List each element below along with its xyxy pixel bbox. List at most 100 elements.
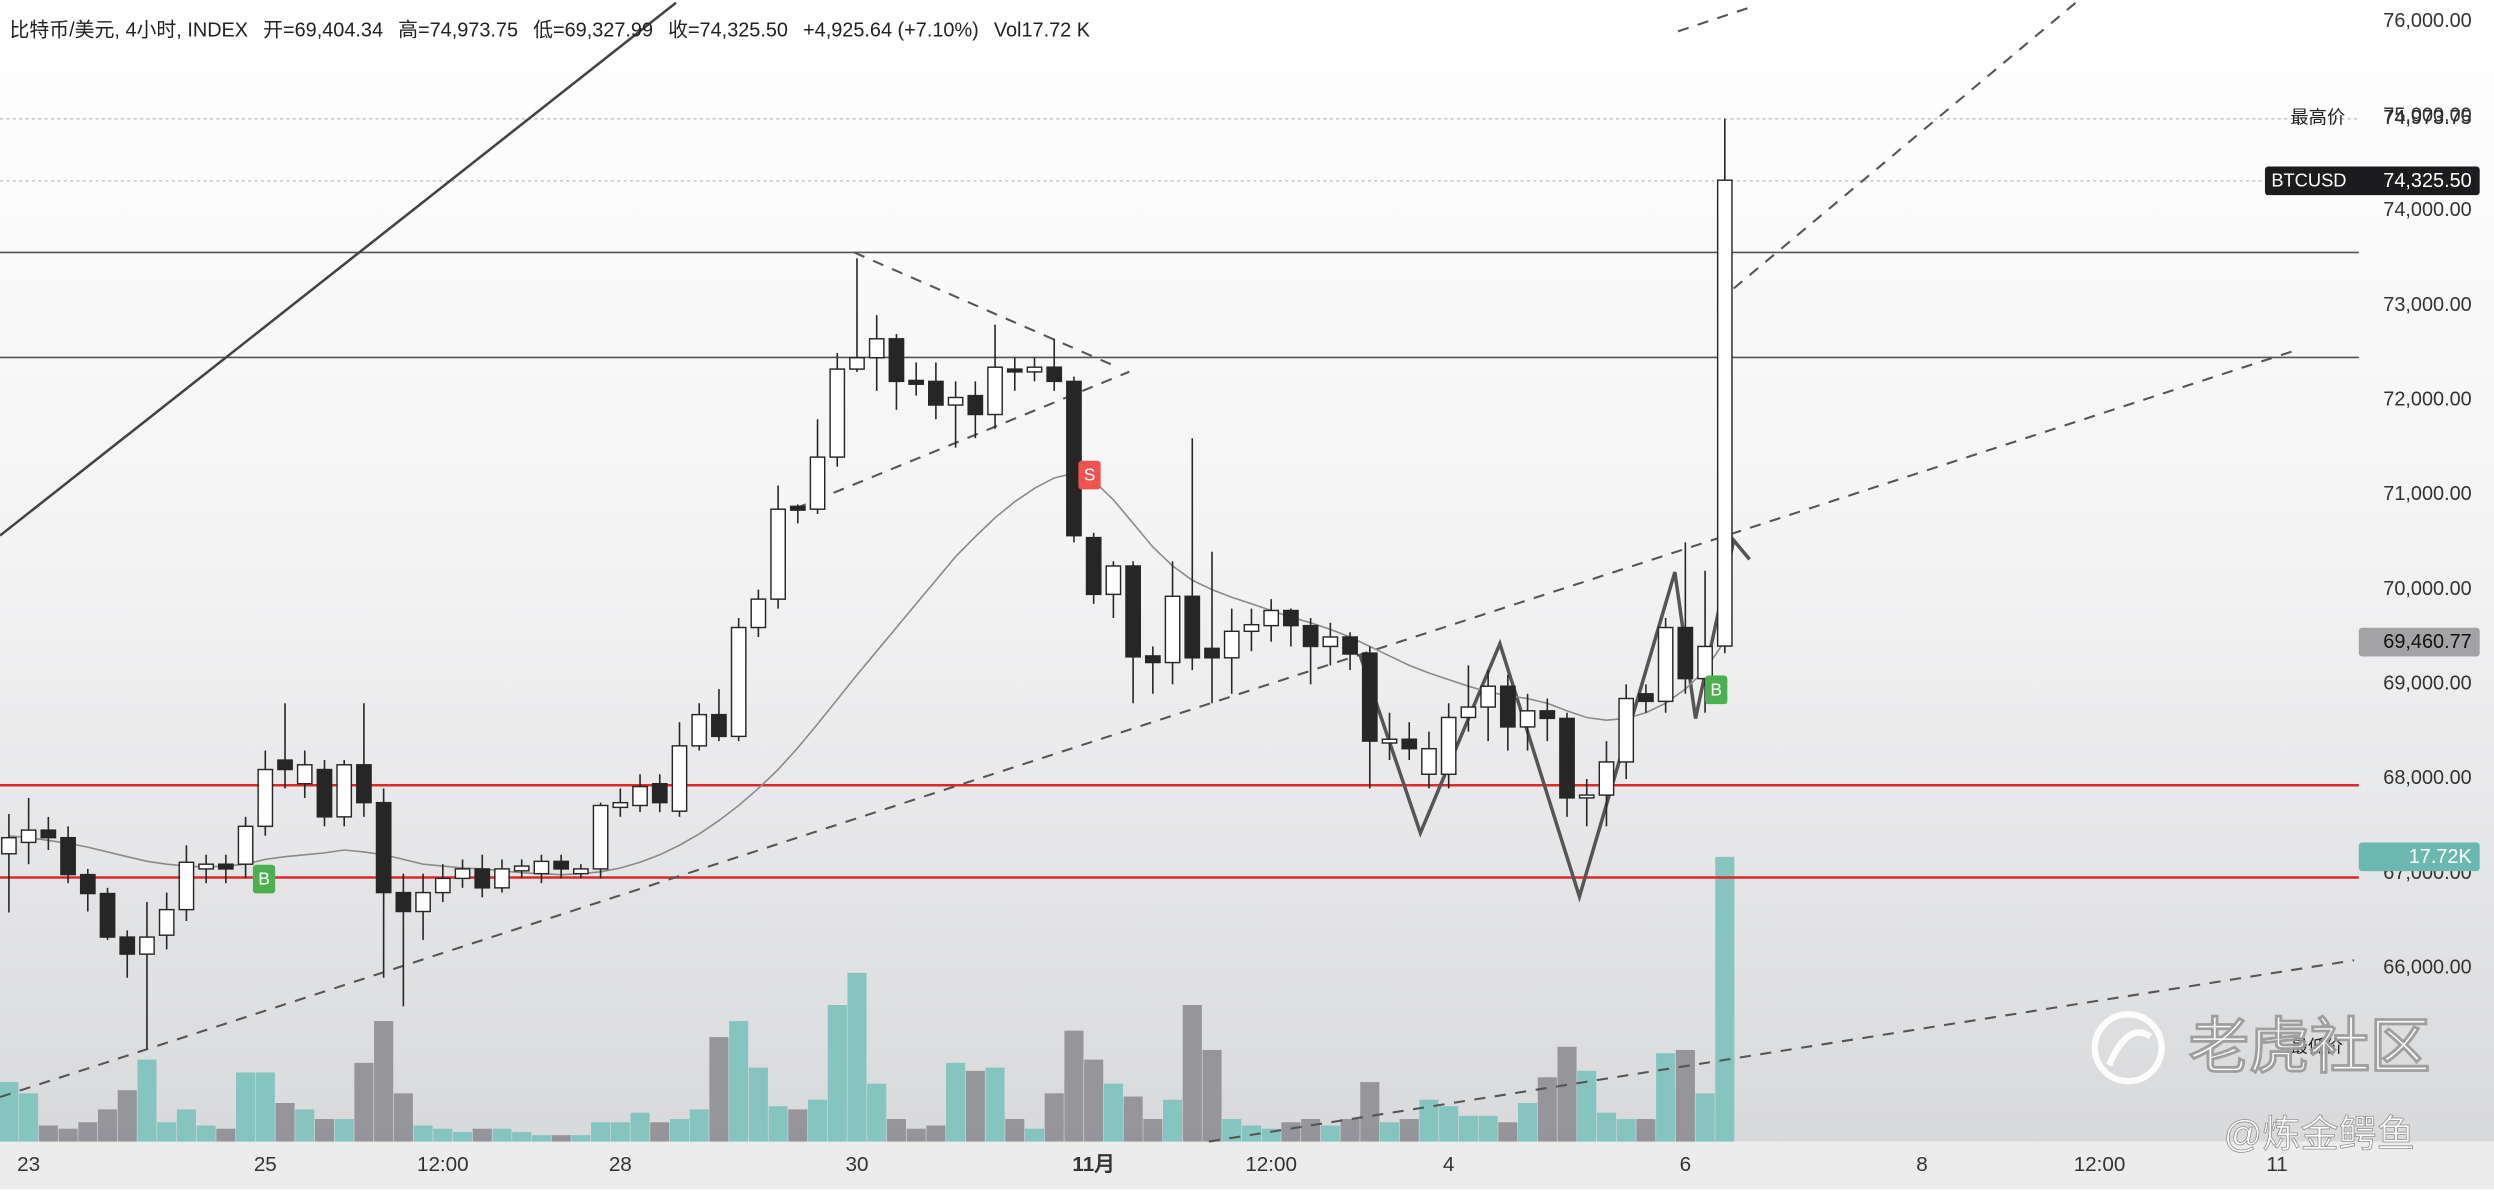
volume-bar <box>1103 1083 1123 1142</box>
volume-bar <box>669 1119 690 1142</box>
candle-body <box>1223 630 1240 659</box>
volume-bar <box>1340 1119 1360 1142</box>
candle-body <box>770 508 786 600</box>
candle-body <box>868 338 885 359</box>
volume-bar <box>985 1067 1005 1142</box>
candle-body <box>888 338 905 383</box>
candle-body <box>829 368 846 458</box>
y-tick-label: 73,000.00 <box>2383 294 2471 316</box>
candle-body <box>1559 717 1575 799</box>
candle-body <box>1026 366 1043 373</box>
volume-bar <box>275 1103 295 1142</box>
signal: B <box>252 864 276 894</box>
volume-bar <box>650 1122 670 1142</box>
volume-bar <box>788 1109 808 1142</box>
volume-label: 17.72K <box>2409 846 2473 868</box>
candle-body <box>1302 624 1319 648</box>
candle-body <box>1499 685 1516 728</box>
symbol-label: BTCUSD <box>2271 169 2346 190</box>
candle-body <box>139 936 155 955</box>
x-tick-label: 25 <box>254 1153 277 1176</box>
header: 比特币/美元, 4小时, INDEX 开=69,404.34 高=74,973.… <box>10 20 1091 42</box>
low-value: 低=69,327.99 <box>533 20 653 42</box>
y-tick-label: 71,000.00 <box>2383 483 2471 505</box>
volume-bar <box>965 1070 985 1142</box>
candle-body <box>20 829 37 844</box>
candle-body <box>849 357 865 370</box>
candle-body <box>119 936 136 955</box>
volume-bar <box>1064 1030 1084 1142</box>
volume-bar <box>808 1099 828 1142</box>
x-tick-label: 12:00 <box>1245 1153 1297 1176</box>
candle-body <box>967 394 984 416</box>
signal-label: B <box>1710 679 1722 699</box>
candle-body <box>1184 595 1201 659</box>
candle-body <box>612 801 629 809</box>
candle-body <box>651 783 668 804</box>
volume-bar <box>729 1021 749 1142</box>
ma-box <box>2358 627 2480 657</box>
volume-bar <box>610 1122 630 1142</box>
volume-bar <box>97 1109 118 1142</box>
volume-bar <box>1399 1119 1419 1142</box>
volume-value: Vol17.72 K <box>994 20 1091 42</box>
signal: B <box>1705 675 1728 705</box>
triangle-line <box>853 251 1114 367</box>
x-tick-label: 12:00 <box>417 1153 469 1176</box>
candle-body <box>1539 710 1556 720</box>
volume-bar <box>393 1093 413 1142</box>
candle-body <box>1598 761 1615 796</box>
candle-body <box>40 829 57 839</box>
close-value: 收=74,325.50 <box>668 20 788 42</box>
x-tick-label: 30 <box>846 1153 869 1176</box>
candle-body <box>1519 710 1536 728</box>
candle-body <box>1460 706 1477 719</box>
x-tick-label: 6 <box>1680 1153 1692 1176</box>
candle-body <box>730 626 747 738</box>
candle-body <box>1164 595 1181 664</box>
volume-bar <box>236 1072 256 1142</box>
candle-body <box>572 868 589 875</box>
candle-body <box>1716 179 1733 647</box>
x-tick-label: 12:00 <box>2074 1153 2126 1176</box>
volume-bar <box>1084 1059 1104 1142</box>
candle-body <box>1440 716 1457 775</box>
volume-bar <box>867 1083 887 1142</box>
time-axis-band <box>0 1141 2494 1190</box>
candle-body <box>947 396 964 406</box>
volume-bar <box>433 1128 453 1142</box>
candle-body <box>454 868 471 880</box>
x-tick-label: 11月 <box>1072 1153 1115 1176</box>
volume-bar <box>19 1093 39 1142</box>
candle-body <box>1243 623 1260 633</box>
low-label-title: 最低价 <box>2290 1036 2342 1056</box>
price-pane <box>1 118 1733 1049</box>
volume-bar <box>295 1109 315 1142</box>
volume-bar <box>374 1021 394 1142</box>
volume-bar <box>1715 856 1735 1142</box>
candle-body <box>809 456 826 510</box>
volume-bar <box>1024 1128 1045 1142</box>
open-value: 开=69,404.34 <box>263 20 383 42</box>
x-tick-label: 28 <box>609 1153 632 1176</box>
y-tick-label: 66,000.00 <box>2383 957 2471 979</box>
candle-body <box>494 868 510 889</box>
x-tick-label: 8 <box>1916 1153 1928 1176</box>
volume-bar <box>531 1135 551 1142</box>
ma-label: 69,460.77 <box>2383 631 2471 653</box>
drawings <box>0 1 2359 1143</box>
candle-body <box>1144 655 1161 664</box>
channel-line <box>1677 6 1750 33</box>
volume-bar <box>768 1106 788 1142</box>
volume-bar <box>1241 1125 1261 1142</box>
volume-bar <box>886 1119 906 1142</box>
volume-bar <box>0 1082 19 1142</box>
symbol: 比特币/美元, 4小时, INDEX <box>10 20 249 42</box>
volume-bar <box>926 1125 946 1142</box>
signal-label: B <box>258 869 270 889</box>
candle-body <box>1342 636 1358 655</box>
candle-body <box>1697 645 1713 680</box>
volume-bar <box>176 1109 196 1142</box>
